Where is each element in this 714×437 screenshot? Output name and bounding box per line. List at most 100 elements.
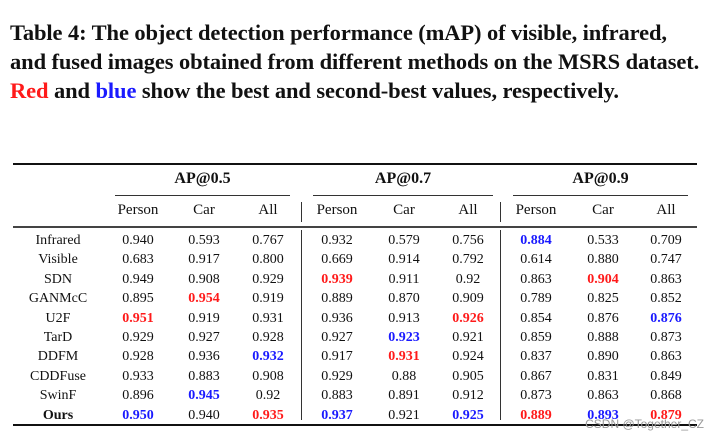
table-cell: 0.889 bbox=[520, 407, 552, 423]
header-separator-1 bbox=[301, 202, 302, 222]
table-cell: 0.883 bbox=[321, 388, 353, 404]
table-cell: 0.923 bbox=[388, 330, 420, 345]
table-cell: 0.873 bbox=[520, 388, 552, 404]
table-cell: 0.884 bbox=[520, 233, 552, 248]
table-cell: 0.614 bbox=[520, 252, 552, 268]
table-cell: 0.931 bbox=[252, 310, 284, 326]
body-separator-2 bbox=[500, 230, 501, 420]
group-header-ap90: AP@0.9 bbox=[572, 170, 629, 187]
table-cell: 0.931 bbox=[388, 349, 420, 365]
table-cell: 0.951 bbox=[122, 310, 154, 326]
table-cell: 0.579 bbox=[388, 233, 420, 248]
table-cell: 0.929 bbox=[252, 271, 284, 287]
table-cell: 0.927 bbox=[188, 330, 220, 345]
row-method-name: GANMcC bbox=[28, 291, 88, 307]
table-cell: 0.747 bbox=[650, 252, 682, 268]
table-cell: 0.883 bbox=[188, 368, 220, 384]
row-method-name: SwinF bbox=[39, 388, 77, 404]
table-cell: 0.936 bbox=[188, 349, 220, 365]
table-cell: 0.837 bbox=[520, 349, 552, 365]
table-cell: 0.929 bbox=[122, 330, 154, 345]
table-cell: 0.911 bbox=[388, 271, 420, 287]
table-cell: 0.789 bbox=[520, 291, 552, 307]
table-cell: 0.909 bbox=[452, 291, 484, 307]
group-rule-ap70 bbox=[313, 195, 493, 196]
table-cell: 0.876 bbox=[650, 310, 682, 326]
table-cell: 0.669 bbox=[321, 252, 353, 268]
body-separator-1 bbox=[301, 230, 302, 420]
table-cell: 0.854 bbox=[520, 310, 552, 326]
table-cell: 0.917 bbox=[321, 349, 353, 365]
group-rule-ap90 bbox=[513, 195, 688, 196]
column-header-all: All bbox=[458, 202, 478, 218]
table-cell: 0.950 bbox=[122, 407, 154, 423]
table-cell: 0.928 bbox=[122, 349, 154, 365]
table-cell: 0.908 bbox=[252, 368, 284, 384]
table-top-rule bbox=[13, 163, 697, 165]
table-cell: 0.940 bbox=[188, 407, 220, 423]
table-cell: 0.908 bbox=[188, 271, 220, 287]
table-cell: 0.831 bbox=[587, 368, 619, 384]
column-header-person: Person bbox=[117, 202, 159, 218]
table-cell: 0.896 bbox=[122, 388, 154, 404]
table-cell: 0.919 bbox=[188, 310, 220, 326]
table-cell: 0.945 bbox=[188, 388, 220, 404]
table-cell: 0.88 bbox=[391, 368, 417, 384]
table-cell: 0.927 bbox=[321, 330, 353, 345]
table-cell: 0.870 bbox=[388, 291, 420, 307]
table-cell: 0.533 bbox=[587, 233, 619, 248]
table-cell: 0.593 bbox=[188, 233, 220, 248]
table-cell: 0.921 bbox=[388, 407, 420, 423]
table-cell: 0.925 bbox=[452, 407, 484, 423]
table-cell: 0.936 bbox=[321, 310, 353, 326]
table-cell: 0.893 bbox=[587, 407, 619, 423]
table-cell: 0.932 bbox=[252, 349, 284, 365]
table-cell: 0.709 bbox=[650, 233, 682, 248]
table-cell: 0.895 bbox=[122, 291, 154, 307]
column-header-car: Car bbox=[193, 202, 215, 218]
caption-suffix: show the best and second-best values, re… bbox=[136, 78, 619, 103]
table-cell: 0.800 bbox=[252, 252, 284, 268]
table-cell: 0.890 bbox=[587, 349, 619, 365]
table-cell: 0.792 bbox=[452, 252, 484, 268]
table-mid-rule bbox=[13, 226, 697, 228]
group-rule-ap50 bbox=[115, 195, 290, 196]
table-cell: 0.912 bbox=[452, 388, 484, 404]
column-header-person: Person bbox=[316, 202, 358, 218]
table-cell: 0.92 bbox=[255, 388, 281, 404]
table-cell: 0.937 bbox=[321, 407, 353, 423]
table-cell: 0.914 bbox=[388, 252, 420, 268]
group-header-ap70: AP@0.7 bbox=[374, 170, 432, 187]
table-cell: 0.929 bbox=[321, 368, 353, 384]
row-method-name: DDFM bbox=[37, 349, 79, 365]
column-header-all: All bbox=[258, 202, 278, 218]
column-header-car: Car bbox=[592, 202, 614, 218]
watermark: CSDN @Together_CZ bbox=[585, 417, 704, 431]
table-cell: 0.932 bbox=[321, 233, 353, 248]
table-cell: 0.921 bbox=[452, 330, 484, 345]
table-cell: 0.863 bbox=[650, 349, 682, 365]
table-cell: 0.933 bbox=[122, 368, 154, 384]
caption-red-word: Red bbox=[10, 78, 49, 103]
table-cell: 0.825 bbox=[587, 291, 619, 307]
table-bottom-rule bbox=[13, 424, 697, 426]
column-header-all: All bbox=[656, 202, 676, 218]
row-method-name: U2F bbox=[45, 310, 71, 326]
table-cell: 0.913 bbox=[388, 310, 420, 326]
table-cell: 0.756 bbox=[452, 233, 484, 248]
table-cell: 0.849 bbox=[650, 368, 682, 384]
table-cell: 0.852 bbox=[650, 291, 682, 307]
row-method-name: Infrared bbox=[35, 233, 81, 248]
table-caption: Table 4: The object detection performanc… bbox=[10, 18, 700, 105]
table-cell: 0.924 bbox=[452, 349, 484, 365]
table-cell: 0.904 bbox=[587, 271, 619, 287]
caption-blue-word: blue bbox=[95, 78, 137, 103]
table-cell: 0.868 bbox=[650, 388, 682, 404]
table-cell: 0.863 bbox=[650, 271, 682, 287]
table-cell: 0.879 bbox=[650, 407, 682, 423]
table-cell: 0.926 bbox=[452, 310, 484, 326]
group-header-ap50: AP@0.5 bbox=[174, 170, 231, 187]
caption-middle: and bbox=[48, 78, 96, 103]
table-cell: 0.767 bbox=[252, 233, 284, 248]
table-cell: 0.880 bbox=[587, 252, 619, 268]
